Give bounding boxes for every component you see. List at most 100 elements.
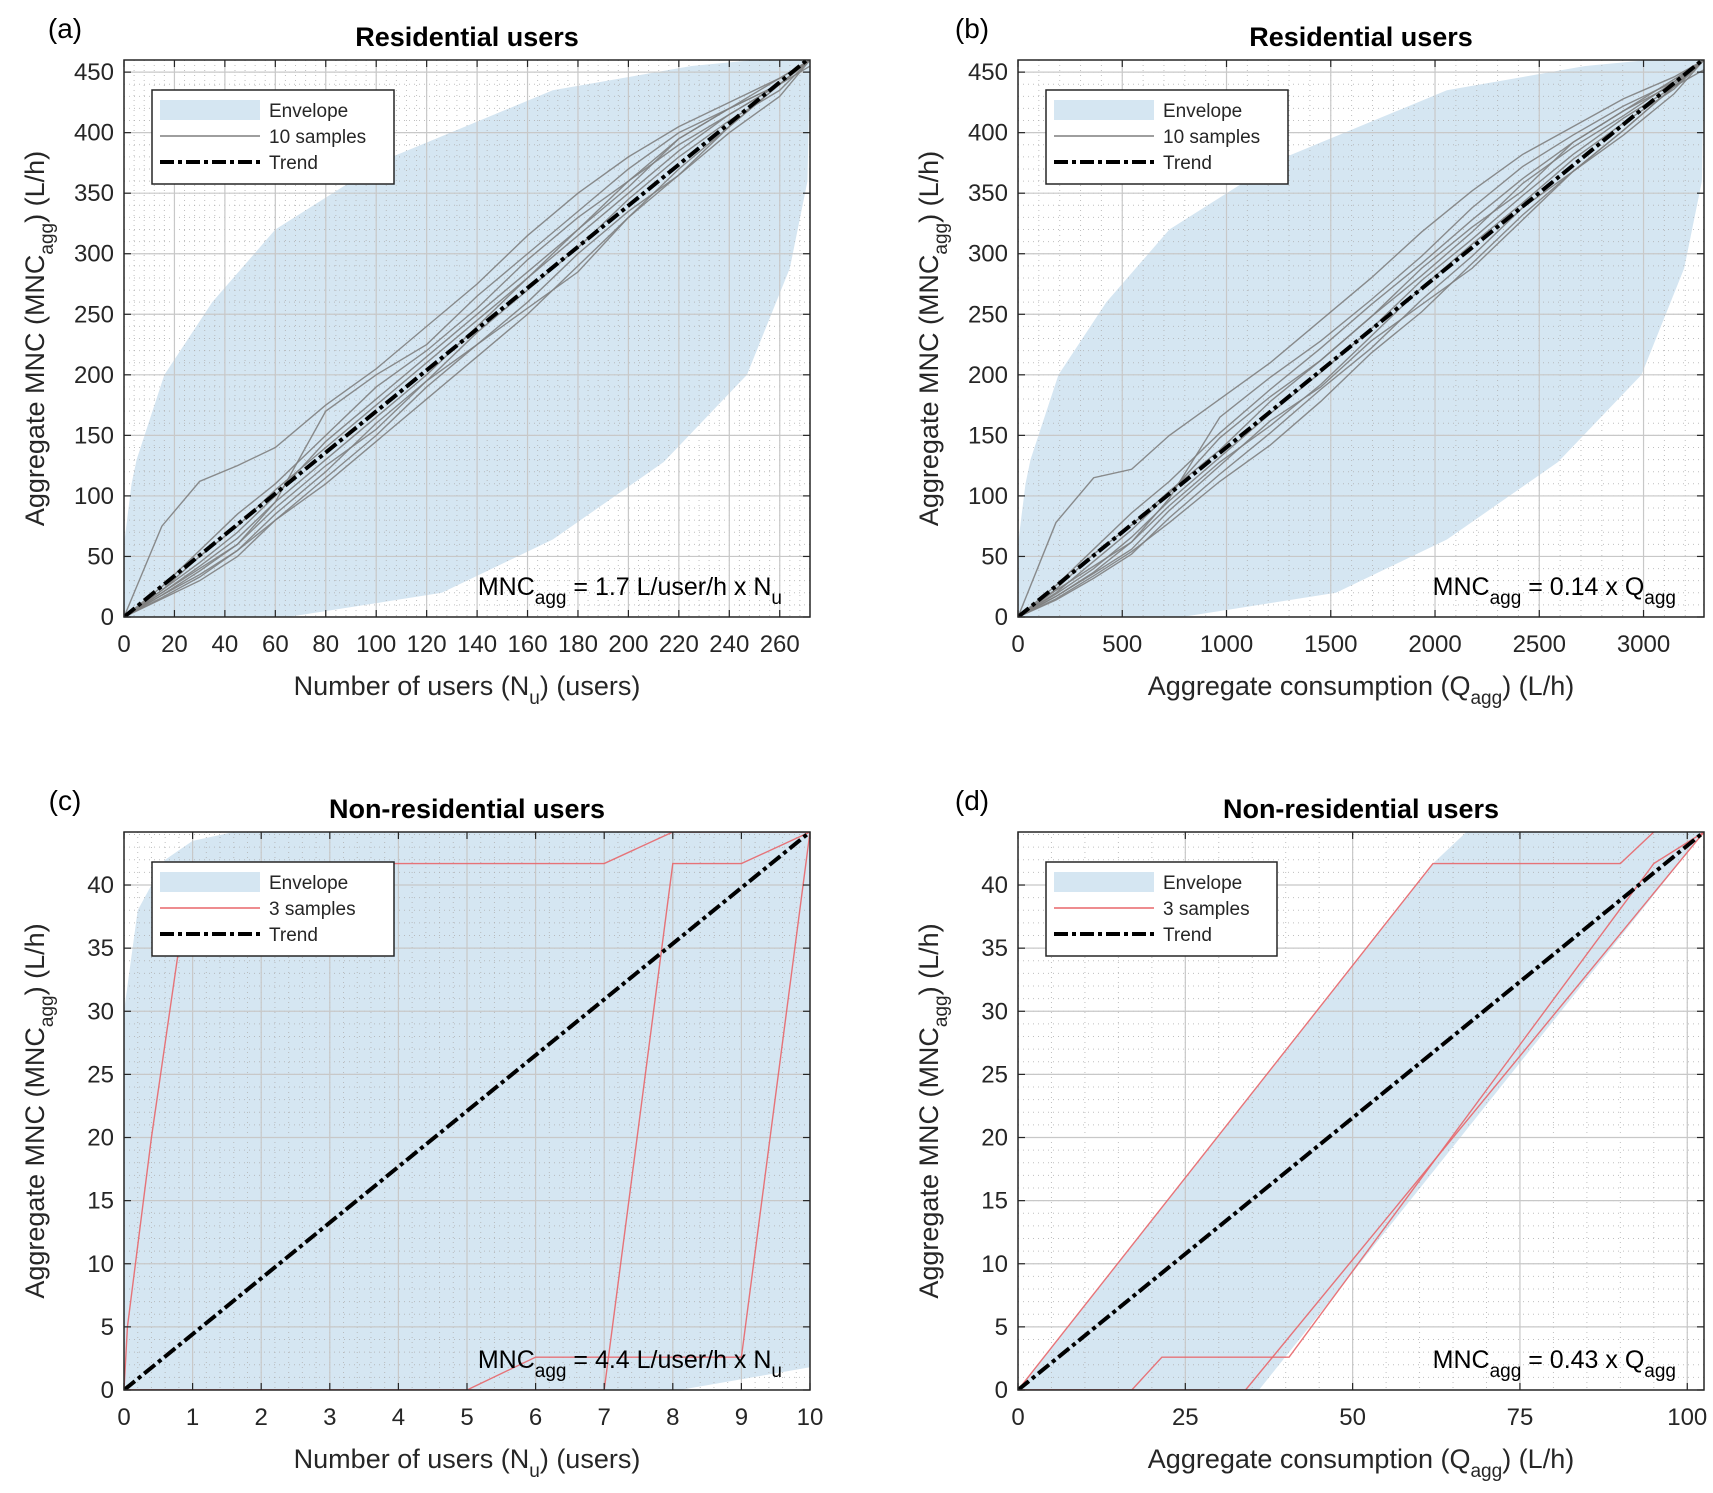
chart-title: Residential users	[1249, 22, 1473, 52]
trend-equation: MNCagg = 4.4 L/user/h x Nu	[478, 1346, 782, 1382]
y-tick-label: 25	[981, 1061, 1008, 1088]
trend-equation: MNCagg = 0.43 x Qagg	[1433, 1346, 1676, 1382]
legend-entry-envelope: Envelope	[1163, 873, 1242, 894]
sample-line-2	[1018, 60, 1704, 617]
panel-label: (d)	[955, 785, 989, 816]
x-tick-label: 100	[356, 631, 396, 658]
sample-line-2	[124, 832, 810, 1390]
y-tick-label: 200	[74, 362, 114, 389]
trend-equation-part: = 4.4 L/user/h x N	[566, 1346, 771, 1374]
y-tick-label: 0	[995, 604, 1008, 631]
legend-entry-envelope: Envelope	[269, 101, 348, 122]
y-tick-label: 50	[981, 543, 1008, 570]
x-tick-label: 10	[797, 1404, 824, 1431]
legend-envelope-swatch	[160, 100, 260, 120]
y-tick-label: 30	[87, 998, 114, 1025]
legend-entry-envelope: Envelope	[269, 873, 348, 894]
x-axis-label-part: ) (users)	[540, 671, 641, 701]
y-axis-label-part: Aggregate MNC (MNC	[20, 255, 50, 527]
trend-equation-subscript: agg	[1644, 1361, 1676, 1382]
legend-envelope-swatch	[1054, 872, 1154, 892]
x-axis-label-part: ) (L/h)	[1502, 1444, 1574, 1474]
y-tick-label: 350	[74, 180, 114, 207]
x-tick-label: 0	[1011, 631, 1024, 658]
sample-line-1	[1018, 60, 1704, 617]
x-tick-label: 8	[666, 1404, 679, 1431]
y-tick-label: 100	[968, 483, 1008, 510]
chart-title: Non-residential users	[329, 794, 605, 824]
trend-equation-subscript: agg	[535, 588, 567, 609]
x-tick-label: 260	[760, 631, 800, 658]
trend-line	[1018, 832, 1704, 1390]
y-axis-label-part: ) (L/h)	[20, 151, 50, 223]
plot-area	[1018, 832, 1704, 1390]
y-tick-label: 10	[87, 1251, 114, 1278]
x-axis-label-subscript: u	[529, 1461, 540, 1482]
y-tick-label: 20	[87, 1125, 114, 1152]
sample-line-10	[124, 60, 810, 617]
chart-title: Residential users	[355, 22, 579, 52]
y-axis-label-subscript: agg	[931, 995, 952, 1027]
x-tick-label: 7	[598, 1404, 611, 1431]
y-axis-label-subscript: agg	[37, 995, 58, 1027]
x-tick-label: 1000	[1200, 631, 1253, 658]
y-tick-label: 50	[87, 543, 114, 570]
x-tick-label: 0	[117, 631, 130, 658]
x-axis-label-part: Aggregate consumption (Q	[1148, 1444, 1471, 1474]
x-tick-label: 120	[407, 631, 447, 658]
y-tick-label: 150	[74, 422, 114, 449]
trend-line	[124, 60, 810, 617]
sample-line-8	[124, 60, 810, 617]
plot-area	[124, 60, 810, 617]
panel-label: (b)	[955, 13, 989, 44]
y-axis-label-part: Aggregate MNC (MNC	[914, 255, 944, 527]
x-tick-label: 9	[735, 1404, 748, 1431]
y-tick-label: 250	[74, 301, 114, 328]
legend-entry-samples: 10 samples	[269, 127, 366, 148]
trend-equation: MNCagg = 0.14 x Qagg	[1433, 573, 1676, 609]
y-tick-label: 250	[968, 301, 1008, 328]
x-tick-label: 75	[1507, 1404, 1534, 1431]
trend-equation-subscript: agg	[1490, 588, 1522, 609]
y-axis-label: Aggregate MNC (MNCagg) (L/h)	[914, 151, 952, 526]
panel-b: 0 500 1000 1500 2000 2500 3000 0 50 100 150 200 250 3…	[914, 13, 1705, 709]
y-tick-label: 450	[968, 59, 1008, 86]
y-axis-label: Aggregate MNC (MNCagg) (L/h)	[914, 923, 952, 1298]
x-axis-label-part: Number of users (N	[294, 671, 530, 701]
sample-line-6	[124, 60, 810, 617]
legend-entry-samples: 10 samples	[1163, 127, 1260, 148]
legend: Envelope 3 samples Trend	[1045, 861, 1278, 957]
x-tick-label: 140	[457, 631, 497, 658]
y-tick-label: 0	[995, 1377, 1008, 1404]
y-tick-label: 100	[74, 483, 114, 510]
x-tick-label: 0	[117, 1404, 130, 1431]
trend-equation-subscript: agg	[535, 1361, 567, 1382]
x-tick-label: 50	[1339, 1404, 1366, 1431]
x-axis-label-part: Aggregate consumption (Q	[1148, 671, 1471, 701]
x-tick-label: 240	[709, 631, 749, 658]
x-tick-label: 25	[1172, 1404, 1199, 1431]
y-tick-label: 5	[101, 1314, 114, 1341]
panel-c: 0 1 2 3 4 5 6 7 8 9 10 0 5 10 15 20 25 30 35 40 Non-resident…	[20, 785, 823, 1482]
axes-box	[1017, 59, 1705, 618]
x-axis-label: Aggregate consumption (Qagg) (L/h)	[1148, 1444, 1574, 1482]
y-tick-label: 5	[995, 1314, 1008, 1341]
y-tick-label: 10	[981, 1251, 1008, 1278]
sample-line-5	[124, 60, 810, 617]
sample-line-8	[1018, 60, 1704, 617]
panel-a: 0 20 40 60 80 100 120 140 160 180 200 220 240 260 0 50 1…	[20, 13, 811, 709]
x-tick-label: 80	[312, 631, 339, 658]
y-axis-label-subscript: agg	[37, 223, 58, 255]
y-tick-label: 20	[981, 1125, 1008, 1152]
legend-entry-trend: Trend	[1163, 153, 1212, 174]
y-axis-label-subscript: agg	[931, 223, 952, 255]
sample-line-1	[124, 60, 810, 617]
legend-entry-samples: 3 samples	[1163, 899, 1250, 920]
y-tick-label: 300	[968, 241, 1008, 268]
legend-entry-envelope: Envelope	[1163, 101, 1242, 122]
panel-label: (c)	[49, 785, 82, 816]
x-tick-label: 6	[529, 1404, 542, 1431]
y-tick-label: 15	[981, 1188, 1008, 1215]
y-axis-label-part: Aggregate MNC (MNC	[914, 1027, 944, 1299]
x-tick-label: 500	[1102, 631, 1142, 658]
